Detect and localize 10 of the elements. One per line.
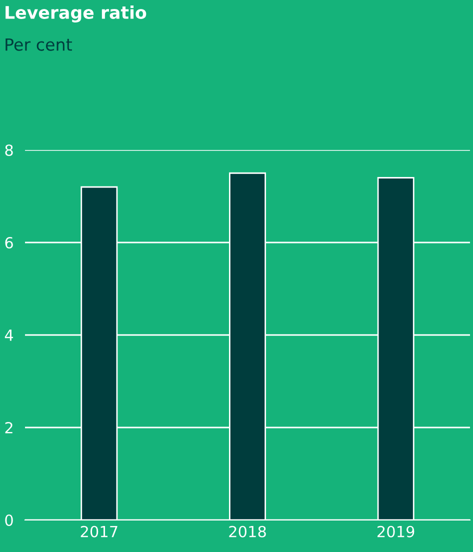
y-tick-label: 4 [4,330,14,341]
x-tick-label: 2017 [80,526,118,538]
x-tick-label: 2019 [378,526,414,538]
y-tick-label: 0 [5,514,13,526]
y-tick-label: 8 [5,144,13,156]
chart-subtitle: Per cent [6,38,72,51]
y-tick-label: 2 [5,422,12,434]
x-tick-label: 2018 [229,526,266,538]
y-tick-label: 6 [5,236,13,249]
chart-title: Leverage ratio [6,6,146,22]
